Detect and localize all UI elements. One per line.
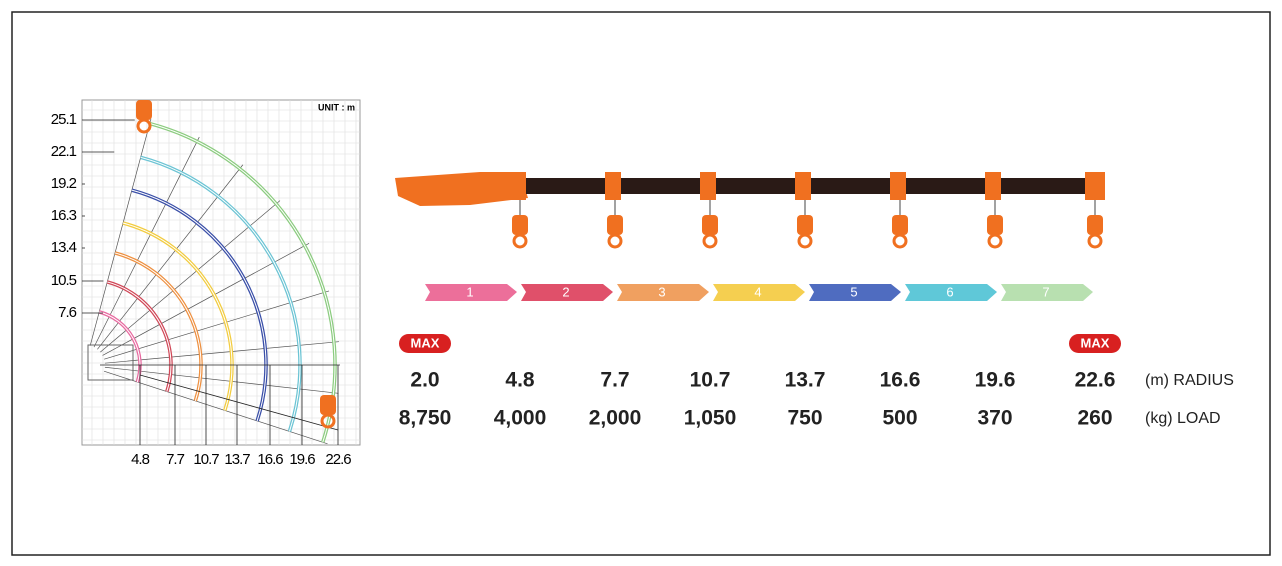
load-value: 370 xyxy=(977,407,1012,430)
max-label: MAX xyxy=(411,335,440,350)
height-label: 19.2 xyxy=(51,175,77,192)
section-arrow xyxy=(1001,284,1093,301)
range-panel xyxy=(81,99,361,446)
boom-collar xyxy=(890,172,906,200)
radius-label: 16.6 xyxy=(257,451,283,468)
hook xyxy=(797,233,813,249)
boom-collar xyxy=(985,172,1001,200)
radius-value: 10.7 xyxy=(690,369,731,392)
section-label: 4 xyxy=(754,284,761,299)
section-arrow xyxy=(713,284,805,301)
boom-ray xyxy=(139,374,339,431)
radius-value: 22.6 xyxy=(1075,369,1116,392)
load-value: 750 xyxy=(787,407,822,430)
hook-block xyxy=(702,215,718,235)
hook-block xyxy=(607,215,623,235)
height-label: 13.4 xyxy=(51,239,77,256)
radius-value: 7.7 xyxy=(600,369,629,392)
range-arc-inner xyxy=(99,311,141,383)
radius-value: 2.0 xyxy=(410,369,439,392)
section-label: 3 xyxy=(658,284,665,299)
boom-head xyxy=(395,172,528,206)
radius-label: 4.8 xyxy=(131,451,150,468)
radius-value: 19.6 xyxy=(975,369,1016,392)
max-label: MAX xyxy=(1081,335,1110,350)
unit-label: UNIT : m xyxy=(318,102,355,112)
hook-block xyxy=(320,395,336,415)
range-arc-inner xyxy=(149,123,336,443)
height-label: 22.1 xyxy=(51,143,77,160)
radius-value: 4.8 xyxy=(505,369,535,392)
hook xyxy=(136,118,152,134)
load-value: 8,750 xyxy=(399,407,452,430)
hook xyxy=(512,233,528,249)
load-value: 260 xyxy=(1077,407,1112,430)
hook-block xyxy=(987,215,1003,235)
hook xyxy=(892,233,908,249)
height-label: 25.1 xyxy=(51,111,77,128)
hook-block xyxy=(512,215,528,235)
section-arrow xyxy=(521,284,613,301)
section-arrow xyxy=(617,284,709,301)
section-arrow xyxy=(425,284,517,301)
section-arrow xyxy=(905,284,997,301)
section-label: 5 xyxy=(850,284,857,299)
radius-label: 22.6 xyxy=(325,451,351,468)
radius-value: 16.6 xyxy=(880,369,921,392)
height-label: 10.5 xyxy=(51,272,77,289)
height-label: 16.3 xyxy=(51,207,77,224)
hook-block xyxy=(797,215,813,235)
radius-label: 10.7 xyxy=(193,451,219,468)
radius-value: 13.7 xyxy=(785,369,826,392)
radius-label: 19.6 xyxy=(289,451,315,468)
range-arc-inner xyxy=(122,222,233,411)
max-badge xyxy=(1069,334,1121,353)
load-unit: (kg) LOAD xyxy=(1145,410,1221,427)
hook-block xyxy=(892,215,908,235)
hook xyxy=(320,413,336,429)
crane-base xyxy=(87,344,134,381)
boom-collar xyxy=(700,172,716,200)
boom-collar xyxy=(795,172,811,200)
load-value: 2,000 xyxy=(589,407,642,430)
boom-collar xyxy=(1085,172,1101,200)
load-value: 1,050 xyxy=(684,407,737,430)
section-label: 2 xyxy=(562,284,569,299)
section-label: 1 xyxy=(466,284,473,299)
hook xyxy=(987,233,1003,249)
section-arrow xyxy=(809,284,901,301)
height-label: 7.6 xyxy=(58,304,77,321)
hook xyxy=(702,233,718,249)
hook-block xyxy=(136,100,152,120)
load-value: 4,000 xyxy=(494,407,547,430)
hook xyxy=(607,233,623,249)
range-arc-inner xyxy=(140,156,301,432)
max-badge xyxy=(399,334,451,353)
boom-collar xyxy=(510,172,526,200)
radius-unit: (m) RADIUS xyxy=(1145,372,1234,389)
section-label: 7 xyxy=(1042,284,1049,299)
boom-collar xyxy=(605,172,621,200)
range-arc-inner xyxy=(107,281,172,392)
range-arc-inner xyxy=(114,252,202,402)
hook xyxy=(1087,233,1103,249)
range-arc-inner xyxy=(131,189,267,422)
hook-block xyxy=(1087,215,1103,235)
load-value: 500 xyxy=(882,407,917,430)
radius-label: 13.7 xyxy=(224,451,250,468)
radius-label: 7.7 xyxy=(166,451,185,468)
section-label: 6 xyxy=(946,284,953,299)
